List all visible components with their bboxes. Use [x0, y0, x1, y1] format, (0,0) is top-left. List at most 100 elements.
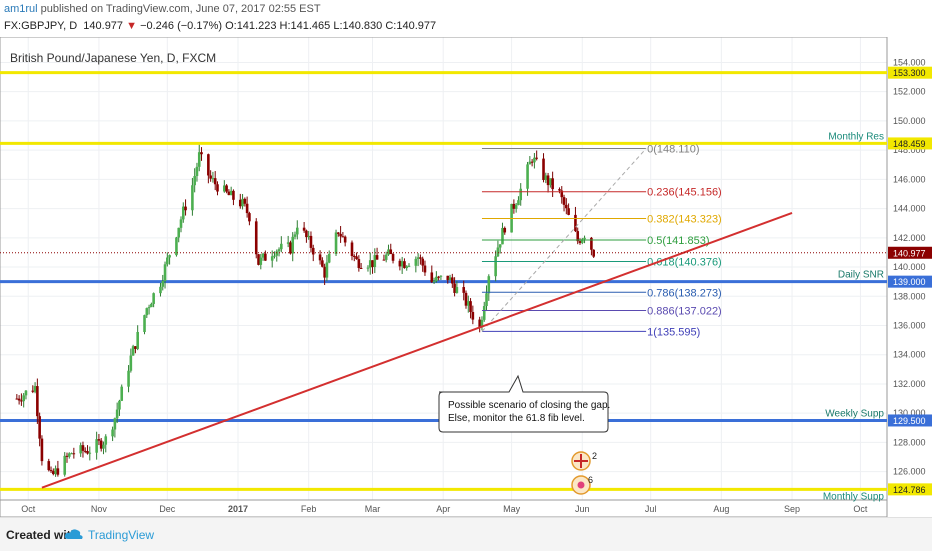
candle-body [576, 231, 580, 242]
candle-body [567, 208, 570, 215]
fib-label: 1(135.595) [647, 326, 700, 338]
x-tick-label: Mar [365, 504, 381, 514]
candle-body [216, 184, 219, 192]
candle-body [254, 221, 258, 255]
candle-body [72, 453, 76, 455]
tradingview-link[interactable]: TradingView [88, 528, 155, 542]
y-tick-label: 152.000 [893, 87, 926, 97]
candle-body [289, 242, 292, 254]
candle-body [264, 253, 267, 261]
candle-body [65, 455, 69, 457]
high-value: H:141.465 [279, 20, 331, 32]
candle-body [79, 445, 82, 454]
candle-body [81, 445, 85, 451]
last-price-label: 140.977 [893, 248, 926, 258]
candle-body [403, 261, 406, 269]
candle-body [197, 152, 201, 167]
candle-body [439, 275, 443, 277]
candle-body [423, 265, 427, 273]
x-tick-label: 2017 [228, 504, 248, 514]
candle-body [307, 235, 310, 238]
symbol-label: FX:GBPJPY, D [4, 20, 78, 32]
candle-body [56, 468, 60, 475]
candle-body [238, 199, 242, 207]
candle-body [432, 281, 436, 283]
candle-body [352, 256, 356, 258]
candle-body [257, 254, 260, 265]
candle-body [455, 287, 459, 293]
candle-body [232, 190, 235, 200]
x-tick-label: Feb [301, 504, 317, 514]
candle-body [494, 256, 497, 277]
candle-body [86, 451, 89, 454]
candle-body [145, 308, 149, 316]
candle-body [261, 253, 265, 258]
candle-body [36, 386, 39, 417]
last-price-box [888, 246, 932, 259]
candle-body [435, 276, 438, 282]
candle-body [325, 262, 329, 278]
trendline [41, 212, 793, 489]
candle-body [560, 190, 564, 198]
level-name: Monthly Supp [823, 491, 885, 502]
time-axis: Oct Nov Dec 2017 Feb Mar Apr May Jun Jul Aug Sep Oct [21, 504, 868, 514]
price-axis: 126.000 128.000 130.000 132.000 134.000 136.0… [888, 57, 932, 496]
candle-body [99, 440, 103, 449]
candle-body [54, 468, 57, 475]
candle-body [127, 370, 130, 387]
candle-body [533, 157, 536, 163]
open-value: O:141.223 [225, 20, 277, 32]
footer: Created with TradingView [0, 517, 932, 551]
fib-label: 0.5(141.853) [647, 235, 709, 247]
candle-body [118, 400, 121, 410]
candle-body [168, 255, 171, 258]
published-text: published on TradingView.com, June 07, 2… [37, 3, 321, 15]
fib-label: 0.236(145.156) [647, 187, 722, 199]
candle-body [152, 293, 155, 304]
candle-body [275, 251, 279, 256]
level-price-label: 148.459 [893, 139, 926, 149]
candle-body [453, 283, 456, 293]
candle-body [551, 178, 554, 190]
candle-body [451, 277, 454, 284]
candle-body [181, 206, 185, 220]
candle-body [462, 287, 466, 293]
event-badges[interactable]: 2 6 [571, 451, 597, 495]
candle-body [414, 258, 418, 266]
candle-body [437, 276, 440, 278]
candle-body [382, 259, 386, 261]
candle-body [193, 176, 196, 186]
x-tick-label: Sep [784, 504, 800, 514]
y-tick-label: 138.000 [893, 291, 926, 301]
candle-body [478, 319, 481, 328]
candle-body [419, 257, 422, 259]
candle-body [357, 259, 361, 268]
y-tick-label: 146.000 [893, 174, 926, 184]
y-tick-label: 134.000 [893, 350, 926, 360]
candle-body [184, 206, 187, 211]
candle-body [405, 266, 409, 269]
candle-body [341, 236, 345, 238]
candle-body [590, 237, 593, 250]
candle-body [159, 286, 162, 294]
last-price: 140.977 [83, 20, 124, 32]
chart-title: British Pound/Japanese Yen, D, FXCM [10, 51, 216, 65]
candle-body [321, 260, 324, 267]
candle-body [327, 253, 331, 263]
level-price-box [888, 66, 932, 79]
badge-count-2: 6 [588, 475, 593, 485]
author-link[interactable]: am1rul [4, 3, 38, 15]
candle-body [277, 249, 281, 252]
candle-body [40, 438, 44, 462]
candle-body [400, 261, 404, 267]
level-price-box [888, 275, 932, 288]
candle-body [97, 439, 101, 441]
candle-body [47, 461, 51, 471]
candle-body [355, 256, 358, 260]
candle-body [578, 241, 582, 243]
candle-body [387, 249, 390, 255]
y-tick-label: 136.000 [893, 320, 926, 330]
price-chart[interactable]: British Pound/Japanese Yen, D, FXCM Mont… [0, 37, 932, 517]
candle-body [407, 265, 411, 267]
x-tick-label: May [503, 504, 521, 514]
